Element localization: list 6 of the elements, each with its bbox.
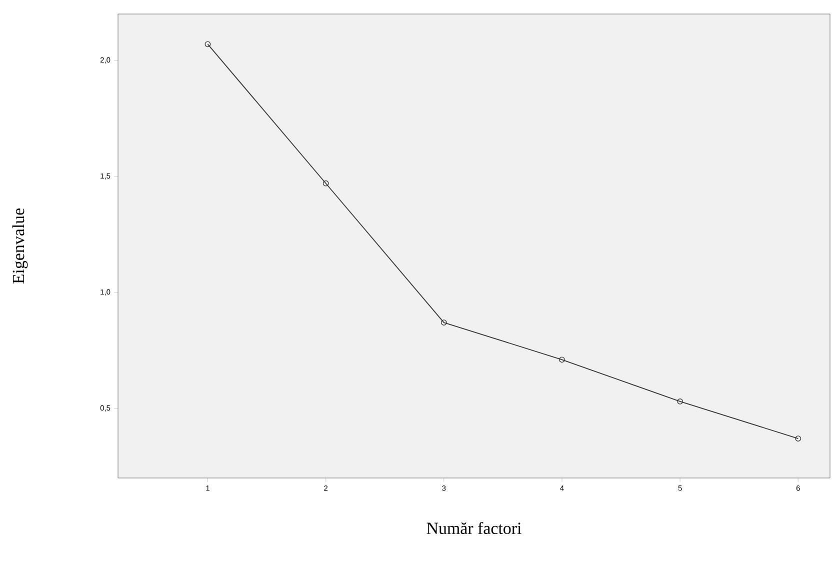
x-axis-title: Număr factori xyxy=(426,522,522,534)
y-axis-title: Eigenvalue xyxy=(12,208,28,284)
point xyxy=(440,320,447,326)
point xyxy=(322,180,329,186)
point xyxy=(559,356,565,363)
point xyxy=(677,398,683,404)
